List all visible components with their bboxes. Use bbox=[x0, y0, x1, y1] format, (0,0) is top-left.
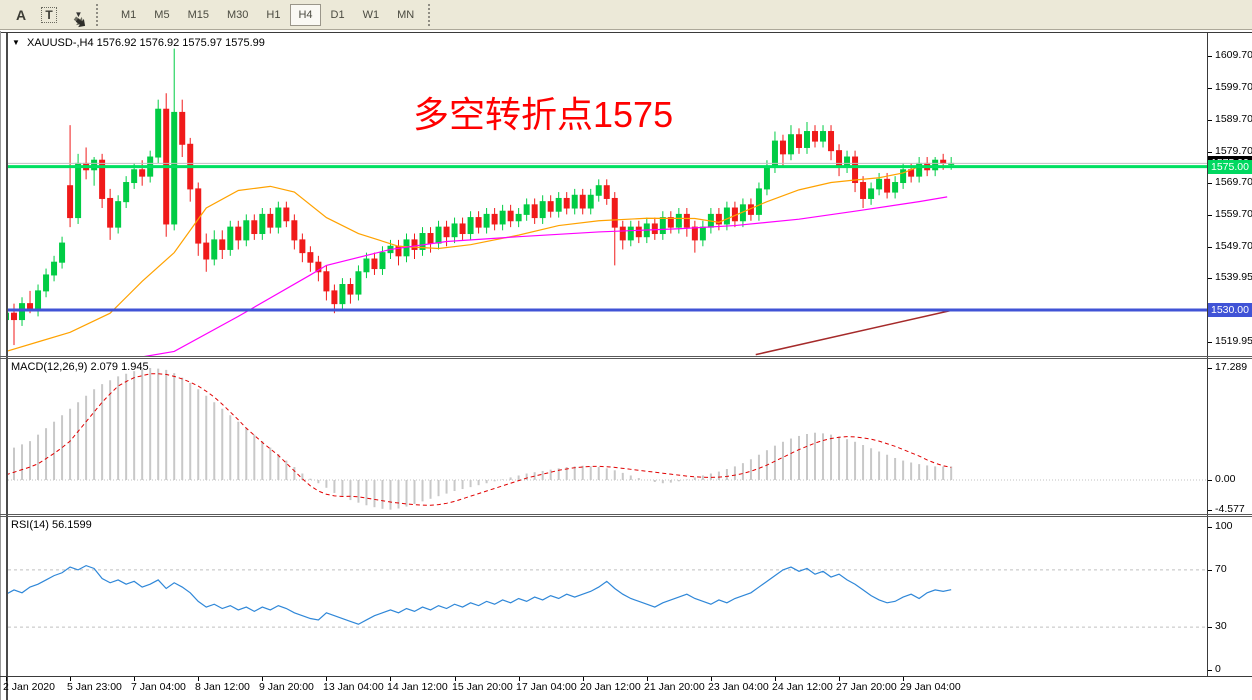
macd-values: 2.079 1.945 bbox=[90, 361, 149, 373]
panel-splitter[interactable] bbox=[0, 516, 1252, 517]
time-axis-separator bbox=[0, 676, 1252, 677]
chart-window-border bbox=[0, 32, 1252, 33]
rsi-label: RSI(14) 56.1599 bbox=[11, 519, 92, 531]
timeframe-button-h4[interactable]: H4 bbox=[290, 3, 321, 26]
rsi-panel bbox=[8, 564, 1207, 628]
toolbar: A T ▼ M1 M5 M15 M30 H1 H4 D1 W1 MN bbox=[0, 0, 1252, 30]
macd-panel bbox=[8, 367, 1207, 510]
text-tool-button[interactable]: T bbox=[36, 3, 62, 27]
timeframe-button-m15[interactable]: M15 bbox=[187, 8, 209, 21]
timeframe-button-mn[interactable]: MN bbox=[397, 8, 415, 21]
main-chart-panel bbox=[8, 48, 1207, 356]
timeframe-button-m30[interactable]: M30 bbox=[226, 8, 249, 21]
chart-text-annotation[interactable]: 多空转折点1575 bbox=[413, 94, 674, 135]
timeframe-button-m5[interactable]: M5 bbox=[154, 8, 170, 21]
rsi-value: 56.1599 bbox=[51, 519, 92, 531]
panel-splitter[interactable] bbox=[0, 358, 1252, 359]
ma-slow-line bbox=[143, 196, 948, 356]
panel-splitter[interactable] bbox=[0, 356, 1252, 357]
candlestick-series bbox=[8, 48, 955, 346]
macd-label: MACD(12,26,9) 2.079 1.945 bbox=[11, 361, 149, 373]
objects-tool-button[interactable]: ▼ bbox=[64, 3, 90, 27]
chart-window-border bbox=[0, 31, 1, 700]
text-tool-icon: T bbox=[41, 6, 57, 23]
toolbar-grip[interactable] bbox=[96, 3, 107, 26]
timeframe-button-d1[interactable]: D1 bbox=[330, 8, 345, 21]
ma-fast-line bbox=[8, 166, 920, 352]
chart-title: ▼ XAUUSD-,H4 1576.92 1576.92 1575.97 157… bbox=[12, 37, 265, 49]
price-axis-separator bbox=[1207, 33, 1208, 676]
chart-window-border bbox=[6, 33, 8, 700]
timeframe-button-m1[interactable]: M1 bbox=[121, 8, 137, 21]
timeframe-button-w1[interactable]: W1 bbox=[362, 8, 380, 21]
text-label-icon: A bbox=[15, 6, 27, 23]
trendline[interactable] bbox=[755, 309, 954, 356]
timeframe-button-h1[interactable]: H1 bbox=[266, 8, 281, 21]
chevron-down-icon: ▼ bbox=[74, 10, 83, 19]
panel-splitter[interactable] bbox=[0, 514, 1252, 515]
rsi-line bbox=[8, 564, 952, 625]
macd-signal-line bbox=[8, 373, 952, 506]
toolbar-grip[interactable] bbox=[428, 3, 439, 26]
ohlc-values: 1576.92 1576.92 1575.97 1575.99 bbox=[96, 37, 265, 49]
macd-name: MACD(12,26,9) bbox=[11, 361, 88, 373]
symbol-label: XAUUSD-,H4 bbox=[26, 37, 94, 49]
rsi-name: RSI(14) bbox=[11, 519, 49, 531]
chart-window bbox=[0, 31, 1252, 700]
macd-histogram bbox=[13, 367, 953, 510]
symbol-dropdown-icon[interactable]: ▼ bbox=[12, 38, 20, 47]
text-label-tool-button[interactable]: A bbox=[8, 3, 34, 27]
